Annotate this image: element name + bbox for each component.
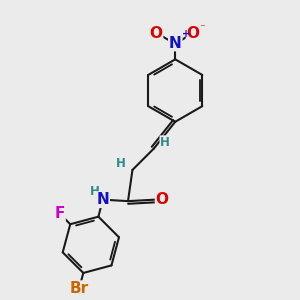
Text: H: H <box>116 158 126 170</box>
Text: +: + <box>182 29 190 39</box>
Text: O: O <box>187 26 200 41</box>
Text: H: H <box>160 136 170 149</box>
Text: Br: Br <box>70 281 88 296</box>
Text: F: F <box>55 206 65 221</box>
Text: H: H <box>89 185 99 198</box>
Text: O: O <box>149 26 162 41</box>
Text: N: N <box>169 35 182 50</box>
Text: ⁻: ⁻ <box>200 23 206 33</box>
Text: N: N <box>96 192 109 207</box>
Text: O: O <box>156 192 169 207</box>
